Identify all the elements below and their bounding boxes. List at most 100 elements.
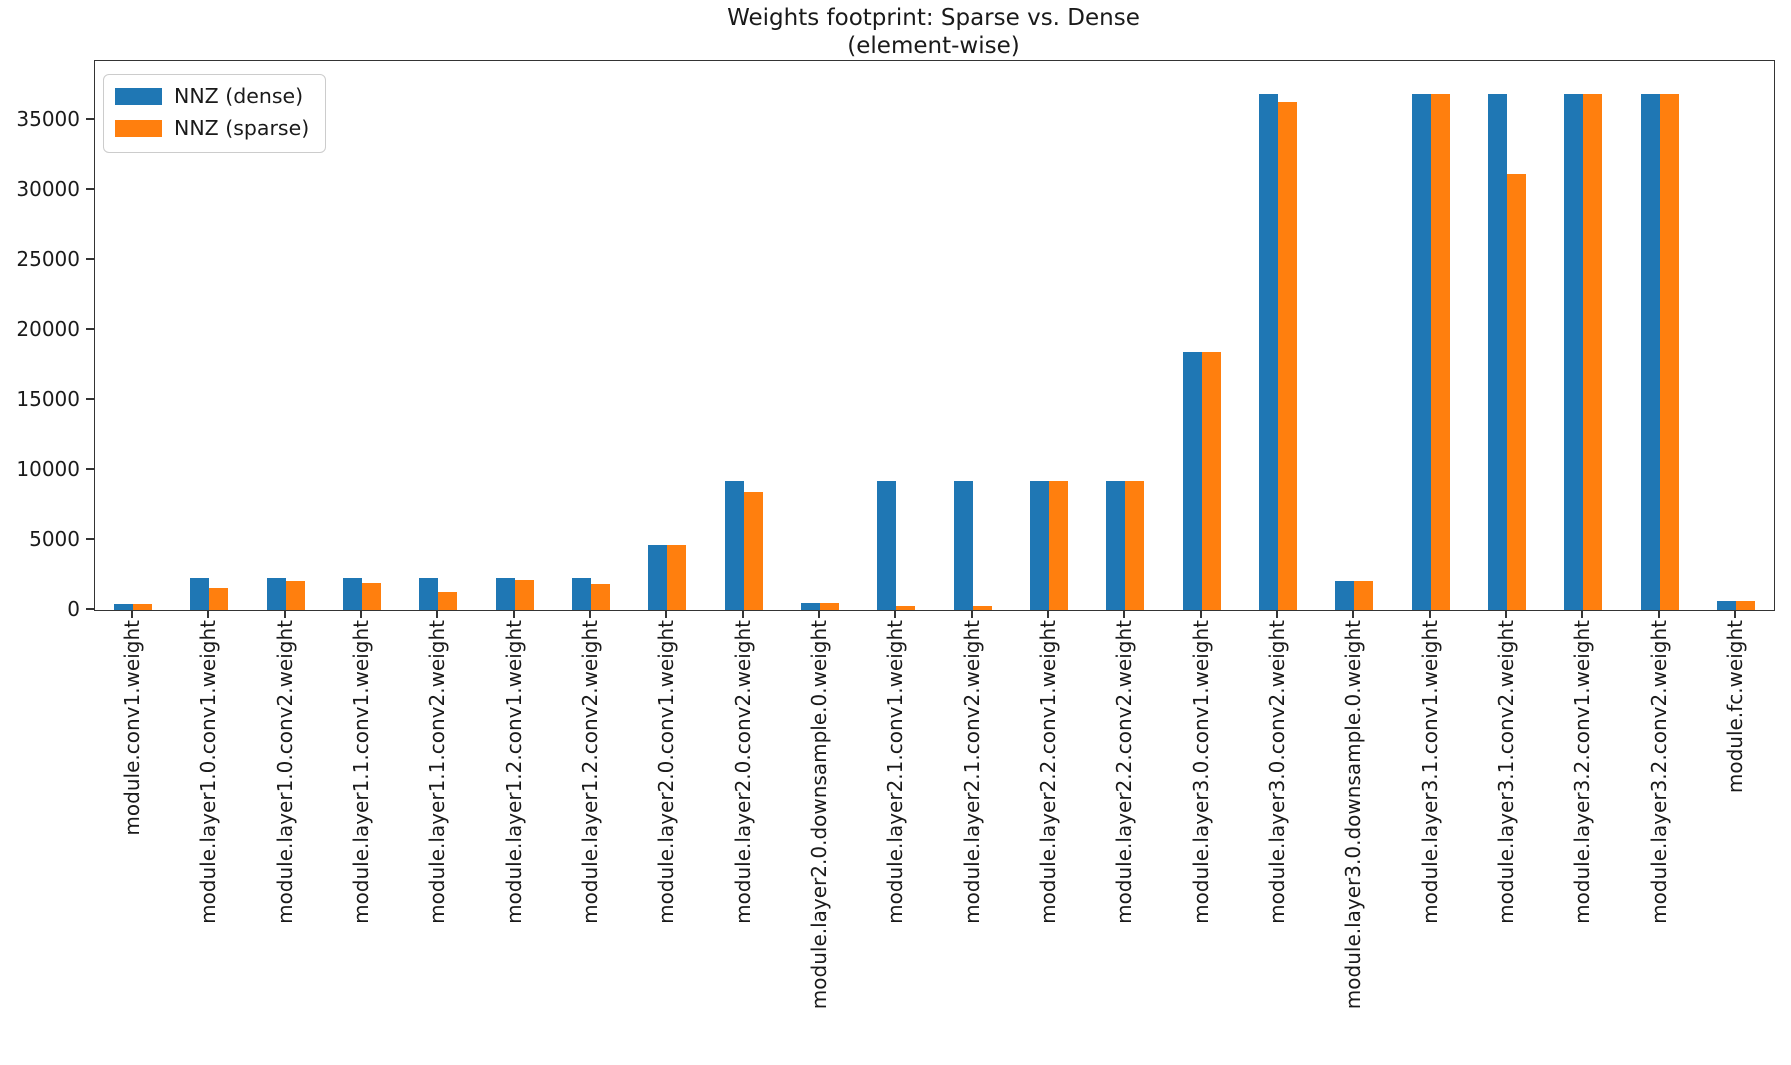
x-tick-label: module.layer3.0.conv1.weight (1188, 620, 1213, 924)
x-tick-label: module.layer3.2.conv1.weight (1570, 620, 1595, 924)
x-tick-mark (1352, 611, 1355, 618)
bar-sparse (1736, 601, 1755, 610)
bar-dense (1640, 93, 1660, 610)
y-tick-mark (86, 257, 94, 260)
x-tick-label: module.conv1.weight (120, 620, 144, 836)
x-tick-mark (589, 611, 591, 618)
legend-label-dense: NNZ (dense) (174, 84, 304, 108)
y-tick-label: 25000 (16, 246, 80, 271)
bar-dense (877, 480, 897, 610)
y-tick-mark (86, 187, 94, 190)
x-tick-mark (970, 611, 973, 618)
bar-sparse (1201, 351, 1221, 610)
bar-dense (572, 577, 591, 610)
legend: NNZ (dense) NNZ (sparse) (103, 74, 327, 153)
bar-dense (266, 577, 286, 610)
x-tick-mark (1657, 611, 1660, 618)
bar-dense (419, 577, 439, 610)
x-tick-mark (741, 611, 744, 618)
bar-sparse (1659, 93, 1679, 610)
bar-dense (114, 603, 133, 610)
x-tick-mark (436, 611, 439, 618)
x-tick-mark (207, 611, 210, 618)
bar-sparse (362, 583, 381, 610)
bar-dense (648, 545, 668, 610)
y-tick-label: 30000 (16, 176, 80, 201)
bar-dense (1717, 601, 1736, 610)
x-tick-mark (665, 611, 668, 618)
x-tick-mark (1123, 611, 1126, 618)
x-tick-label: module.fc.weight (1723, 620, 1747, 794)
bar-dense (1030, 480, 1049, 610)
bar-dense (1335, 581, 1355, 610)
y-tick-mark (86, 327, 94, 330)
legend-entry-sparse: NNZ (sparse) (115, 117, 309, 140)
legend-swatch-dense (115, 88, 162, 105)
x-tick-mark (1276, 611, 1278, 618)
y-tick-mark (86, 537, 94, 540)
bar-sparse (1278, 101, 1297, 610)
x-tick-label: module.layer2.0.conv2.weight (730, 620, 755, 924)
x-tick-mark (360, 611, 362, 618)
legend-entry-dense: NNZ (dense) (115, 85, 309, 108)
bar-dense (495, 577, 515, 610)
x-tick-label: module.layer1.1.conv1.weight (349, 620, 373, 924)
bar-sparse (1125, 480, 1145, 610)
x-tick-label: module.layer3.2.conv2.weight (1646, 620, 1671, 924)
legend-swatch-sparse (115, 120, 162, 137)
bar-dense (1182, 351, 1202, 610)
bar-sparse (1583, 93, 1603, 610)
x-tick-mark (1734, 611, 1736, 618)
y-tick-mark (86, 397, 94, 400)
x-tick-mark (1581, 611, 1584, 618)
bar-dense (190, 577, 210, 610)
x-tick-label: module.layer2.2.conv1.weight (1036, 620, 1060, 924)
bar-dense (1564, 93, 1584, 610)
bar-sparse (209, 587, 229, 610)
bar-dense (1259, 93, 1278, 610)
x-tick-label: module.layer3.1.conv2.weight (1494, 620, 1518, 924)
y-tick-label: 10000 (16, 456, 80, 481)
x-tick-label: module.layer3.0.conv2.weight (1265, 620, 1289, 924)
bar-sparse (438, 591, 458, 610)
y-tick-label: 20000 (16, 316, 80, 341)
x-tick-label: module.layer3.0.downsample.0.weight (1341, 620, 1366, 1010)
bar-sparse (285, 581, 305, 610)
bar-dense (343, 577, 362, 610)
x-tick-label: module.layer2.2.conv2.weight (1112, 620, 1137, 924)
y-tick-mark (86, 117, 94, 120)
bar-sparse (820, 602, 839, 610)
bar-sparse (972, 605, 992, 610)
bar-dense (801, 602, 820, 610)
bar-dense (1106, 480, 1126, 610)
x-tick-mark (1428, 611, 1431, 618)
x-tick-label: module.layer3.1.conv1.weight (1417, 620, 1442, 924)
x-tick-mark (512, 611, 515, 618)
bar-sparse (514, 579, 534, 610)
x-tick-mark (131, 611, 133, 618)
x-tick-label: module.layer1.0.conv1.weight (196, 620, 221, 924)
y-tick-label: 35000 (16, 106, 80, 131)
legend-label-sparse: NNZ (sparse) (174, 116, 310, 140)
bar-sparse (1507, 174, 1526, 610)
x-tick-mark (1505, 611, 1507, 618)
chart-title-line1: Weights footprint: Sparse vs. Dense (727, 5, 1140, 31)
bar-sparse (667, 545, 687, 610)
y-tick-label: 0 (67, 597, 80, 621)
x-tick-label: module.layer1.0.conv2.weight (272, 620, 297, 924)
x-tick-label: module.layer2.0.downsample.0.weight (807, 620, 831, 1010)
x-tick-label: module.layer2.1.conv1.weight (883, 620, 908, 924)
x-tick-mark (1199, 611, 1202, 618)
x-tick-label: module.layer1.2.conv2.weight (578, 620, 602, 924)
bar-sparse (591, 584, 610, 610)
y-tick-label: 15000 (16, 386, 80, 411)
bar-sparse (1354, 581, 1374, 610)
x-tick-mark (894, 611, 897, 618)
x-tick-label: module.layer1.2.conv1.weight (501, 620, 526, 924)
bar-dense (1488, 93, 1507, 610)
x-tick-label: module.layer2.1.conv2.weight (959, 620, 984, 924)
x-tick-mark (1047, 611, 1049, 618)
y-tick-mark (86, 467, 94, 470)
x-tick-mark (283, 611, 286, 618)
